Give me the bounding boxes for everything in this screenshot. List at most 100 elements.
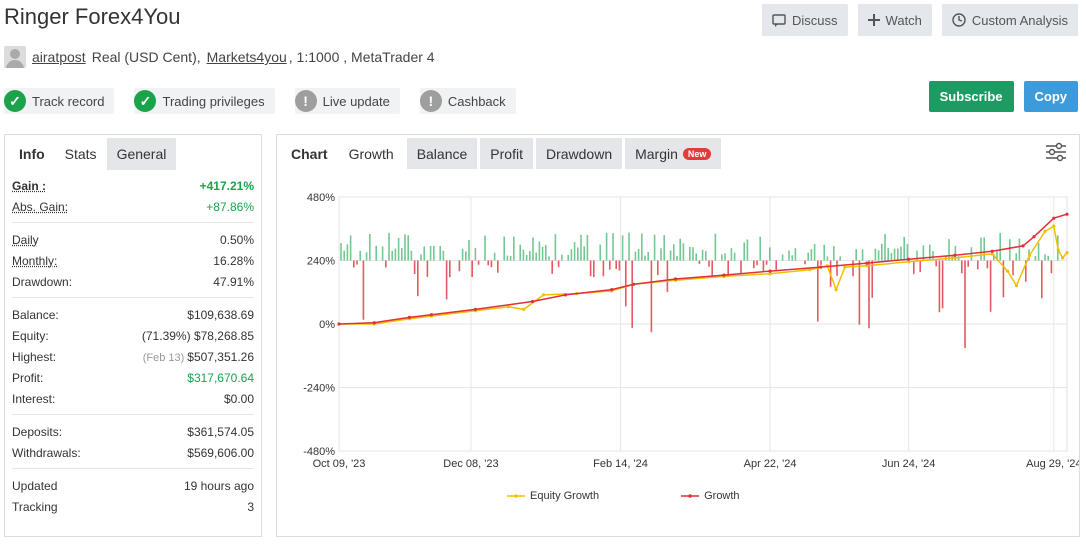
x-tick-label: Feb 14, '24 <box>593 458 648 470</box>
data-point-growth <box>1052 216 1056 220</box>
data-point-equity-growth <box>541 293 546 297</box>
stat-label: Equity: <box>12 328 49 343</box>
badge-label: Live update <box>322 93 390 109</box>
tab-balance[interactable]: Balance <box>406 138 478 169</box>
y-tick-label: -480% <box>303 446 335 458</box>
stat-monthly: Monthly: 16.28% <box>12 250 254 271</box>
legend-equity-growth[interactable]: Equity Growth <box>507 490 599 502</box>
data-point-equity-growth <box>1043 229 1047 233</box>
badge-label: Trading privileges <box>162 93 265 109</box>
data-point-growth <box>610 288 614 292</box>
data-point-growth <box>1021 244 1025 248</box>
stat-profit: Profit: $317,670.64 <box>12 367 254 388</box>
badge-cashback: ! Cashback <box>419 88 516 114</box>
plus-icon <box>867 14 880 26</box>
discuss-button[interactable]: Discuss <box>762 4 848 36</box>
stat-withdrawals: Withdrawals: $569,606.00 <box>12 442 254 463</box>
equity-percent: (71.39%) <box>141 328 191 343</box>
stat-label: Highest: <box>12 349 57 364</box>
discuss-label: Discuss <box>792 12 838 28</box>
custom-analysis-button[interactable]: Custom Analysis <box>941 4 1078 36</box>
check-icon: ✓ <box>4 90 26 112</box>
data-point-growth <box>429 313 433 317</box>
stat-drawdown: Drawdown: 47.91% <box>12 271 254 292</box>
data-point-equity-growth <box>1065 251 1069 255</box>
stat-value: $317,670.64 <box>187 370 254 385</box>
tab-growth[interactable]: Growth <box>338 138 404 169</box>
data-point-growth <box>337 322 341 326</box>
stat-label[interactable]: Monthly: <box>12 253 58 268</box>
stat-value: $361,574.05 <box>187 424 254 439</box>
stat-value: $569,606.00 <box>187 445 254 460</box>
exclamation-icon: ! <box>294 90 317 112</box>
tab-stats[interactable]: Stats <box>54 138 107 170</box>
stat-value: $0.00 <box>223 391 254 406</box>
watch-button[interactable]: Watch <box>857 4 932 36</box>
y-tick-label: 240% <box>307 256 335 268</box>
badge-track-record: ✓ Track record <box>4 88 115 114</box>
legend-swatch-growth <box>681 494 700 498</box>
chart-panel: Chart Growth Balance Profit Drawdown Mar… <box>276 134 1080 537</box>
stat-value: +87.86% <box>206 199 254 214</box>
settings-sliders-icon[interactable] <box>1045 142 1067 162</box>
data-point-growth <box>632 282 636 286</box>
data-point-equity-growth <box>522 307 526 311</box>
subscribe-button[interactable]: Subscribe <box>928 81 1014 112</box>
legend-growth[interactable]: Growth <box>681 490 740 502</box>
stat-label: Balance: <box>12 307 59 322</box>
divider <box>12 297 254 298</box>
stat-label[interactable]: Abs. Gain: <box>12 199 69 214</box>
stat-value: 47.91% <box>213 274 254 289</box>
tab-margin-label: Margin <box>635 145 678 162</box>
tab-profit[interactable]: Profit <box>480 138 533 169</box>
badge-label: Track record <box>32 93 105 109</box>
chart-legend: Equity Growth Growth <box>507 490 740 502</box>
data-point-growth <box>407 315 411 319</box>
x-tick-label: Aug 29, '24 <box>1026 458 1079 470</box>
stats-panel: Info Stats General Gain : +417.21% Abs. … <box>4 134 262 537</box>
data-point-equity-growth <box>834 288 838 292</box>
user-link[interactable]: airatpost <box>32 49 86 65</box>
broker-link[interactable]: Markets4you <box>206 49 287 65</box>
stat-label: Withdrawals: <box>12 445 81 460</box>
data-point-equity-growth <box>808 268 812 272</box>
data-point-equity-growth <box>953 256 957 260</box>
tab-general[interactable]: General <box>106 138 177 170</box>
clock-icon <box>952 13 966 27</box>
data-point-equity-growth <box>1014 284 1019 288</box>
page-title: Ringer Forex4You <box>4 4 181 29</box>
tab-chart[interactable]: Chart <box>281 138 336 169</box>
stat-updated: Updated 19 hours ago <box>12 475 254 496</box>
chart-tabs: Chart Growth Balance Profit Drawdown Mar… <box>277 135 1079 171</box>
data-point-equity-growth <box>843 265 847 269</box>
tab-margin[interactable]: Margin New <box>625 138 722 169</box>
avatar <box>4 46 26 68</box>
badge-live-update: ! Live update <box>294 88 400 114</box>
highest-date: (Feb 13) <box>142 351 185 364</box>
exclamation-icon: ! <box>419 90 442 112</box>
stat-label[interactable]: Daily <box>12 232 39 247</box>
data-point-growth <box>819 265 823 269</box>
stat-label: Profit: <box>12 370 44 385</box>
tab-info[interactable]: Info <box>9 138 55 170</box>
stat-equity: Equity: (71.39%) $78,268.85 <box>12 325 254 346</box>
divider <box>12 468 254 469</box>
copy-button[interactable]: Copy <box>1023 81 1078 112</box>
data-point-equity-growth <box>768 272 772 276</box>
legend-label: Equity Growth <box>530 490 600 502</box>
stat-value: 3 <box>247 499 254 514</box>
divider <box>12 222 254 223</box>
y-tick-label: 480% <box>307 192 335 204</box>
stat-value: 19 hours ago <box>183 478 254 493</box>
check-icon: ✓ <box>134 90 157 112</box>
data-point-equity-growth <box>1006 269 1010 273</box>
data-point-equity-growth <box>990 252 994 256</box>
stat-label[interactable]: Gain : <box>12 178 47 193</box>
stat-label: Tracking <box>12 499 58 514</box>
divider <box>12 414 254 415</box>
data-point-growth <box>1065 212 1069 216</box>
stat-value: 0.50% <box>219 232 254 247</box>
x-tick-label: Jun 24, '24 <box>882 458 935 470</box>
account-info: airatpost Real (USD Cent), Markets4you ,… <box>4 46 435 68</box>
tab-drawdown[interactable]: Drawdown <box>535 138 623 169</box>
